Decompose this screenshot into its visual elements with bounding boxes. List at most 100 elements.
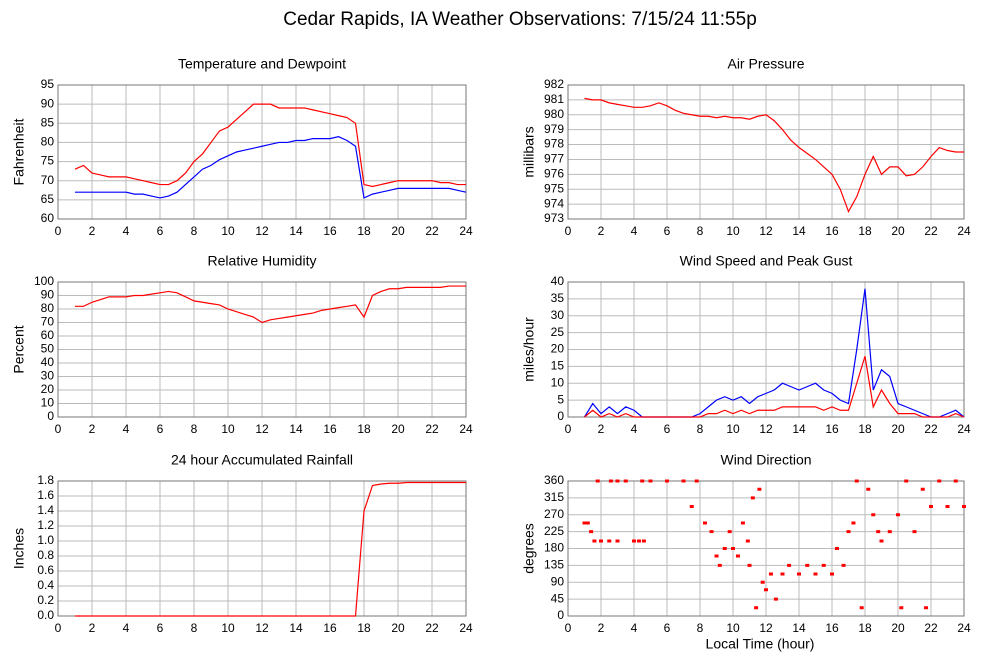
chart-title: Wind Speed and Peak Gust [680,253,853,269]
x-tick-label: 4 [123,621,130,635]
data-point [764,588,768,592]
data-point [876,530,881,534]
y-tick-label: 60 [41,211,55,225]
x-tick-label: 6 [157,224,164,238]
y-tick-label: 978 [544,137,564,151]
x-tick-label: 12 [759,422,773,436]
x-tick-label: 20 [391,224,405,238]
data-point [805,563,810,567]
data-point [768,572,773,576]
x-tick-label: 22 [425,224,439,238]
x-tick-label: 16 [825,621,839,635]
y-tick-label: 180 [544,541,564,555]
data-point [879,539,884,543]
data-point [747,563,752,567]
chart-panel: Wind Speed and Peak Gust miles/hour 0 5 10 15… [521,253,971,436]
y-tick-label: 270 [544,507,564,521]
data-point [595,479,600,483]
x-tick-label: 10 [221,422,235,436]
data-point [859,606,864,610]
y-tick-label: 30 [551,308,565,322]
y-axis-label: miles/hour [521,317,537,382]
x-tick-label: 0 [565,422,572,436]
x-tick-label: 4 [631,621,638,635]
data-point [780,572,785,576]
x-tick-label: 14 [289,621,303,635]
y-tick-label: 979 [544,122,564,136]
data-point [735,554,740,558]
y-tick-label: 981 [544,92,564,106]
chart-panel: Temperature and DewpointFahrenheit606570… [11,56,473,238]
plot-border [567,281,965,418]
x-tick-label: 4 [631,422,638,436]
data-point [615,479,620,483]
x-tick-label: 16 [825,422,839,436]
y-tick-label: 0 [47,409,54,423]
y-axis-label: Fahrenheit [11,118,27,185]
data-line [75,481,466,617]
x-tick-label: 12 [759,224,773,238]
data-point [787,563,792,567]
x-tick-label: 18 [357,422,371,436]
y-tick-label: 0.2 [37,593,54,607]
x-tick-label: 2 [89,621,96,635]
y-tick-label: 10 [551,375,565,389]
y-tick-label: 982 [544,77,564,91]
y-tick-label: 10 [41,396,55,410]
y-tick-label: 975 [544,181,564,195]
x-tick-label: 4 [123,224,130,238]
data-point [773,597,778,601]
x-tick-label: 0 [565,224,572,238]
data-point [841,563,846,567]
y-tick-label: 90 [551,574,565,588]
data-point [937,479,942,483]
data-point [866,487,871,491]
x-tick-label: 2 [89,422,96,436]
x-tick-label: 18 [858,621,872,635]
y-tick-label: 974 [544,196,564,210]
y-tick-label: 5 [557,392,564,406]
y-tick-label: 135 [544,558,564,572]
y-tick-label: 100 [34,274,54,288]
data-point [813,572,818,576]
data-point [846,530,851,534]
y-tick-label: 976 [544,167,564,181]
x-tick-label: 10 [726,422,740,436]
y-tick-label: 15 [551,359,565,373]
data-point [896,513,900,517]
plot-border [57,281,467,418]
data-point [641,539,646,543]
data-point [912,530,917,534]
y-tick-label: 360 [544,473,564,487]
data-line [75,136,467,199]
x-tick-label: 6 [157,422,164,436]
y-tick-label: 40 [551,274,565,288]
y-axis-label: millibars [521,126,537,177]
data-point [854,479,859,483]
data-point [717,563,722,567]
x-tick-label: 16 [323,422,337,436]
x-tick-label: 20 [391,621,405,635]
x-tick-label: 24 [459,621,473,635]
data-line [584,356,965,418]
x-tick-label: 22 [924,621,938,635]
data-point [945,505,950,508]
y-tick-label: 315 [544,490,564,504]
y-tick-label: 1.4 [37,503,54,517]
data-point [834,547,839,550]
y-tick-label: 1.2 [37,518,54,532]
y-axis-label: Percent [11,325,27,373]
x-tick-label: 8 [697,621,704,635]
y-tick-label: 70 [41,315,55,329]
x-tick-label: 14 [792,621,806,635]
y-axis-label: Inches [11,528,27,569]
data-point [702,521,707,525]
data-point [599,539,603,543]
chart-panel: Relative HumidityPercent0102030405060708… [11,253,473,436]
x-tick-label: 6 [664,224,671,238]
y-tick-label: 973 [544,211,564,225]
chart-title: 24 hour Accumulated Rainfall [171,452,353,468]
chart-title: Temperature and Dewpoint [178,56,346,72]
x-tick-label: 10 [221,621,235,635]
x-tick-label: 8 [191,422,198,436]
